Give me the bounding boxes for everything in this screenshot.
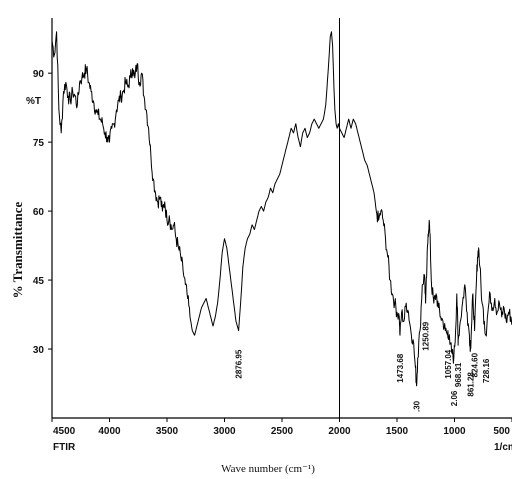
x-tick-label: 4000: [98, 426, 121, 437]
x-tick-label: 2500: [271, 426, 294, 437]
y-tick-label: 75: [33, 138, 45, 149]
x-tick-label: 1500: [386, 426, 409, 437]
x-tick-label: 500: [493, 426, 510, 437]
peak-label: 1473.68: [396, 353, 405, 382]
y-tick-label: 60: [33, 207, 45, 218]
spectrum-line: [51, 31, 512, 387]
peak-label: 968.31: [454, 362, 463, 387]
peak-label: 1250.89: [422, 321, 431, 350]
y-axis-title: % Transmittance: [10, 201, 25, 298]
peak-label: 2876.95: [235, 349, 244, 378]
y-tick-label: 30: [33, 345, 45, 356]
x-tick-group: 4500 4000 3500 3000 2500 2000 1500 1000 500: [51, 418, 512, 437]
y-tick-label: 90: [33, 69, 45, 80]
x-tick-label: 4500: [53, 426, 76, 437]
instrument-label: FTIR: [53, 442, 76, 453]
peak-label: 2.06: [450, 390, 459, 406]
peak-label: 1057.04: [444, 349, 453, 378]
x-tick-label: 1000: [443, 426, 466, 437]
y-tick-label: 45: [33, 276, 45, 287]
peak-label: 728.16: [482, 358, 491, 383]
y-axis-title-small: %T: [26, 96, 41, 107]
x-tick-label: 3000: [213, 426, 236, 437]
x-tick-label: 2000: [328, 426, 351, 437]
x-axis-title: Wave number (cm⁻¹): [221, 463, 315, 475]
x-tick-label: 3500: [156, 426, 179, 437]
peak-label: .30: [413, 400, 422, 412]
y-tick-group: 90 75 60 45 30: [33, 69, 52, 356]
peak-label-group: 2876.95 1473.68 .30 1250.89 1057.04 2.06 968.3…: [235, 321, 491, 412]
x-unit-label: 1/cm: [494, 442, 512, 453]
peak-label: 861.28: [467, 372, 476, 397]
peak-label: 824.60: [471, 352, 480, 377]
